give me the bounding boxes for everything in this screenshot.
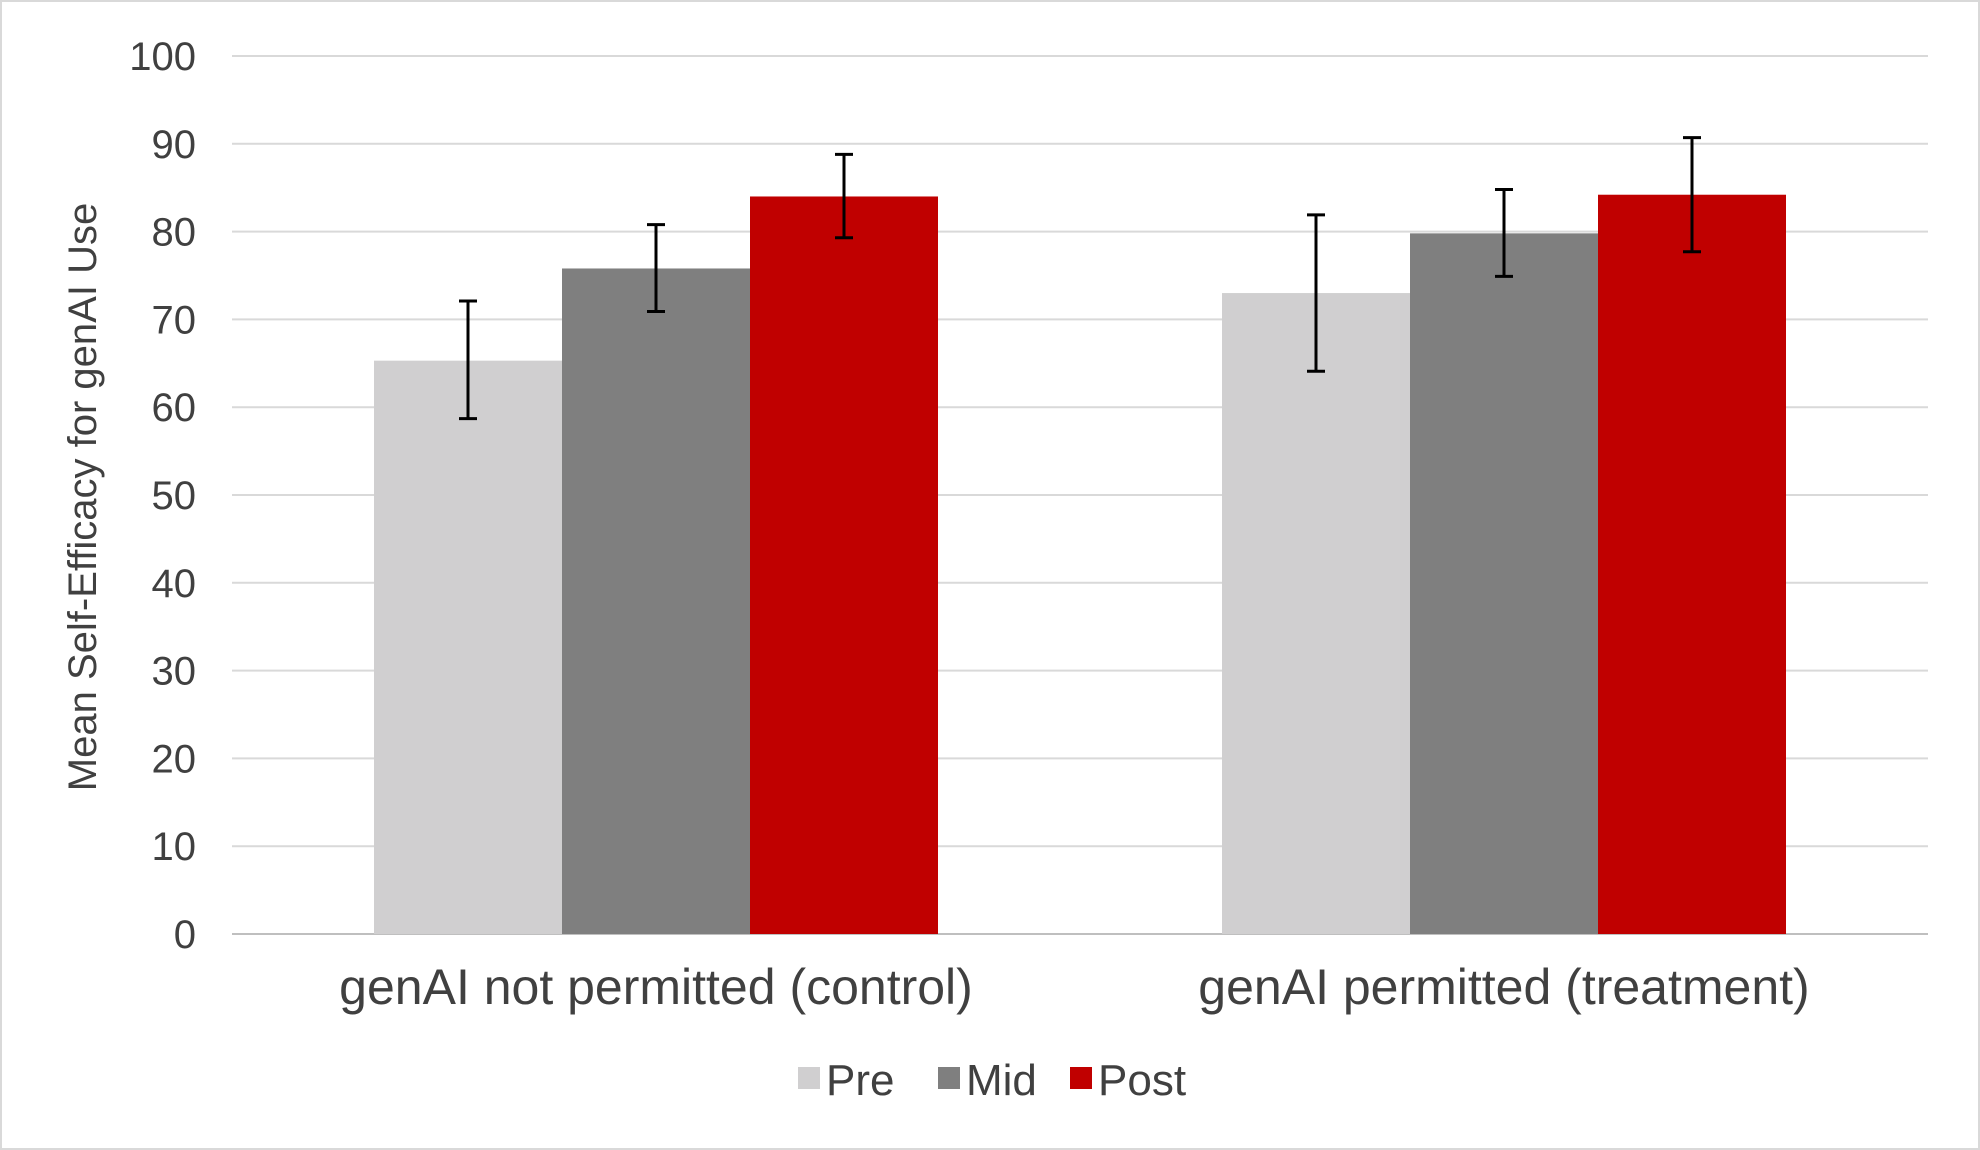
bars xyxy=(374,194,1786,935)
y-tick-label: 50 xyxy=(152,474,197,518)
error-bar-post xyxy=(1683,136,1701,254)
y-tick-label: 30 xyxy=(152,650,197,694)
y-tick-label: 40 xyxy=(152,562,197,606)
bar-pre xyxy=(374,360,562,934)
legend-item-post: Post xyxy=(1070,1056,1186,1105)
category-label: genAI not permitted (control) xyxy=(339,959,973,1015)
y-tick-label: 20 xyxy=(152,737,197,781)
legend-label: Post xyxy=(1098,1056,1186,1105)
error-bar-mid xyxy=(1495,187,1513,278)
y-tick-label: 70 xyxy=(152,298,197,342)
y-tick-label: 10 xyxy=(152,825,197,869)
y-tick-label: 60 xyxy=(152,386,197,430)
y-tick-labels: 0 10 20 30 40 50 60 70 80 90 100 xyxy=(129,35,196,957)
y-axis-title: Mean Self-Efficacy for genAI Use xyxy=(61,203,105,791)
error-bar-pre xyxy=(1307,213,1325,373)
legend: Pre Mid Post xyxy=(798,1056,1186,1105)
y-tick-label: 80 xyxy=(152,211,197,255)
legend-swatch xyxy=(1070,1067,1092,1089)
legend-item-mid: Mid xyxy=(938,1056,1037,1105)
legend-label: Pre xyxy=(826,1056,894,1105)
error-bars xyxy=(459,136,1701,421)
legend-item-pre: Pre xyxy=(798,1056,894,1105)
category-labels: genAI not permitted (control) genAI permi… xyxy=(339,959,1810,1015)
bar-mid xyxy=(1410,233,1598,934)
y-tick-label: 90 xyxy=(152,123,197,167)
error-bar-pre xyxy=(459,299,477,421)
bar-pre xyxy=(1222,293,1410,934)
legend-swatch xyxy=(938,1067,960,1089)
legend-label: Mid xyxy=(966,1056,1037,1105)
y-tick-label: 0 xyxy=(174,913,196,957)
category-label: genAI permitted (treatment) xyxy=(1198,959,1809,1015)
legend-swatch xyxy=(798,1067,820,1089)
bar-post xyxy=(750,196,938,935)
error-bar-mid xyxy=(647,223,665,313)
error-bar-post xyxy=(835,152,853,240)
bar-post xyxy=(1598,194,1786,934)
bar-mid xyxy=(562,268,750,934)
y-tick-label: 100 xyxy=(129,35,196,79)
